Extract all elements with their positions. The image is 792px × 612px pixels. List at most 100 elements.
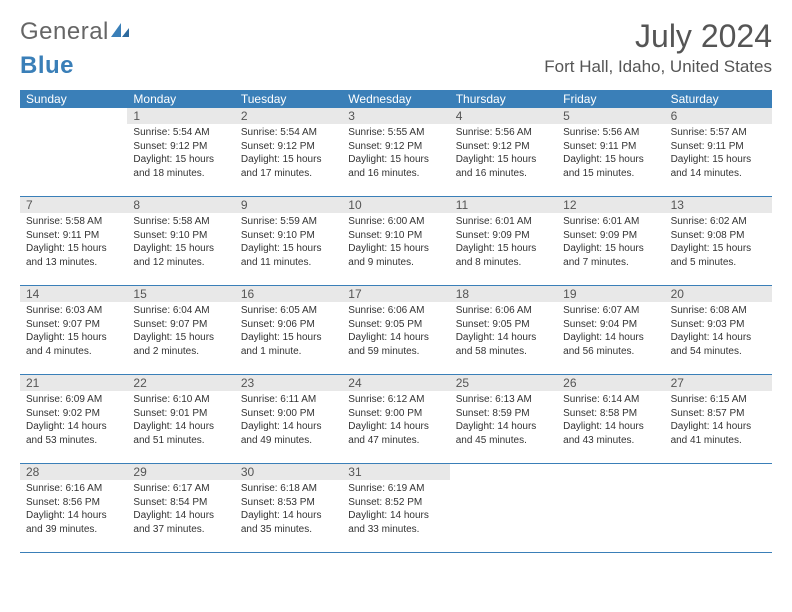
- day-info: Sunrise: 6:16 AMSunset: 8:56 PMDaylight:…: [20, 480, 127, 538]
- day-info: Sunrise: 6:09 AMSunset: 9:02 PMDaylight:…: [20, 391, 127, 449]
- day-info: Sunrise: 6:01 AMSunset: 9:09 PMDaylight:…: [557, 213, 664, 271]
- day-header-cell: Thursday: [450, 90, 557, 108]
- day-info: Sunrise: 5:54 AMSunset: 9:12 PMDaylight:…: [127, 124, 234, 182]
- week-row: 1Sunrise: 5:54 AMSunset: 9:12 PMDaylight…: [20, 108, 772, 197]
- day-info: Sunrise: 6:12 AMSunset: 9:00 PMDaylight:…: [342, 391, 449, 449]
- location-subtitle: Fort Hall, Idaho, United States: [544, 57, 772, 77]
- day-cell: 1Sunrise: 5:54 AMSunset: 9:12 PMDaylight…: [127, 108, 234, 196]
- week-row: 28Sunrise: 6:16 AMSunset: 8:56 PMDayligh…: [20, 464, 772, 553]
- day-number: 8: [127, 197, 234, 213]
- day-number: 20: [665, 286, 772, 302]
- day-cell: 11Sunrise: 6:01 AMSunset: 9:09 PMDayligh…: [450, 197, 557, 285]
- day-cell: 9Sunrise: 5:59 AMSunset: 9:10 PMDaylight…: [235, 197, 342, 285]
- day-header-cell: Sunday: [20, 90, 127, 108]
- day-info: Sunrise: 6:19 AMSunset: 8:52 PMDaylight:…: [342, 480, 449, 538]
- week-row: 7Sunrise: 5:58 AMSunset: 9:11 PMDaylight…: [20, 197, 772, 286]
- logo-sail-icon: [111, 18, 131, 46]
- day-cell: 25Sunrise: 6:13 AMSunset: 8:59 PMDayligh…: [450, 375, 557, 463]
- day-info: Sunrise: 6:04 AMSunset: 9:07 PMDaylight:…: [127, 302, 234, 360]
- day-cell: 22Sunrise: 6:10 AMSunset: 9:01 PMDayligh…: [127, 375, 234, 463]
- day-cell: 7Sunrise: 5:58 AMSunset: 9:11 PMDaylight…: [20, 197, 127, 285]
- day-number: 12: [557, 197, 664, 213]
- logo-general: General: [20, 18, 109, 45]
- day-number: 22: [127, 375, 234, 391]
- logo-text: General Blue: [20, 18, 131, 80]
- day-number: 27: [665, 375, 772, 391]
- day-number: 10: [342, 197, 449, 213]
- day-header-cell: Monday: [127, 90, 234, 108]
- day-cell: [20, 108, 127, 196]
- day-cell: 29Sunrise: 6:17 AMSunset: 8:54 PMDayligh…: [127, 464, 234, 552]
- day-number: 31: [342, 464, 449, 480]
- day-info: Sunrise: 6:01 AMSunset: 9:09 PMDaylight:…: [450, 213, 557, 271]
- day-number: 14: [20, 286, 127, 302]
- day-header-cell: Friday: [557, 90, 664, 108]
- day-number: 15: [127, 286, 234, 302]
- day-cell: 31Sunrise: 6:19 AMSunset: 8:52 PMDayligh…: [342, 464, 449, 552]
- day-cell: 27Sunrise: 6:15 AMSunset: 8:57 PMDayligh…: [665, 375, 772, 463]
- logo: General Blue: [20, 18, 131, 80]
- day-number: 28: [20, 464, 127, 480]
- day-info: Sunrise: 6:10 AMSunset: 9:01 PMDaylight:…: [127, 391, 234, 449]
- day-number: 18: [450, 286, 557, 302]
- day-info: Sunrise: 5:59 AMSunset: 9:10 PMDaylight:…: [235, 213, 342, 271]
- day-info: Sunrise: 5:56 AMSunset: 9:11 PMDaylight:…: [557, 124, 664, 182]
- day-cell: 21Sunrise: 6:09 AMSunset: 9:02 PMDayligh…: [20, 375, 127, 463]
- day-header-cell: Tuesday: [235, 90, 342, 108]
- day-info: Sunrise: 6:14 AMSunset: 8:58 PMDaylight:…: [557, 391, 664, 449]
- day-cell: 8Sunrise: 5:58 AMSunset: 9:10 PMDaylight…: [127, 197, 234, 285]
- logo-blue: Blue: [20, 52, 74, 79]
- day-info: Sunrise: 6:06 AMSunset: 9:05 PMDaylight:…: [450, 302, 557, 360]
- day-info: Sunrise: 6:00 AMSunset: 9:10 PMDaylight:…: [342, 213, 449, 271]
- day-number: 23: [235, 375, 342, 391]
- day-info: Sunrise: 5:56 AMSunset: 9:12 PMDaylight:…: [450, 124, 557, 182]
- title-block: July 2024 Fort Hall, Idaho, United State…: [544, 18, 772, 77]
- day-number: 9: [235, 197, 342, 213]
- day-cell: 20Sunrise: 6:08 AMSunset: 9:03 PMDayligh…: [665, 286, 772, 374]
- day-header-cell: Wednesday: [342, 90, 449, 108]
- day-info: Sunrise: 6:15 AMSunset: 8:57 PMDaylight:…: [665, 391, 772, 449]
- page-title: July 2024: [544, 18, 772, 55]
- day-cell: 28Sunrise: 6:16 AMSunset: 8:56 PMDayligh…: [20, 464, 127, 552]
- day-info: Sunrise: 5:55 AMSunset: 9:12 PMDaylight:…: [342, 124, 449, 182]
- day-info: Sunrise: 5:54 AMSunset: 9:12 PMDaylight:…: [235, 124, 342, 182]
- day-number: 24: [342, 375, 449, 391]
- day-number: 29: [127, 464, 234, 480]
- day-cell: 17Sunrise: 6:06 AMSunset: 9:05 PMDayligh…: [342, 286, 449, 374]
- day-number: 3: [342, 108, 449, 124]
- day-number: 4: [450, 108, 557, 124]
- day-number: 1: [127, 108, 234, 124]
- day-cell: 14Sunrise: 6:03 AMSunset: 9:07 PMDayligh…: [20, 286, 127, 374]
- calendar: SundayMondayTuesdayWednesdayThursdayFrid…: [20, 90, 772, 553]
- day-header-cell: Saturday: [665, 90, 772, 108]
- day-number: 25: [450, 375, 557, 391]
- weeks-container: 1Sunrise: 5:54 AMSunset: 9:12 PMDaylight…: [20, 108, 772, 553]
- day-info: Sunrise: 6:06 AMSunset: 9:05 PMDaylight:…: [342, 302, 449, 360]
- day-number: 7: [20, 197, 127, 213]
- week-row: 21Sunrise: 6:09 AMSunset: 9:02 PMDayligh…: [20, 375, 772, 464]
- day-info: Sunrise: 6:02 AMSunset: 9:08 PMDaylight:…: [665, 213, 772, 271]
- day-info: Sunrise: 6:08 AMSunset: 9:03 PMDaylight:…: [665, 302, 772, 360]
- day-cell: 26Sunrise: 6:14 AMSunset: 8:58 PMDayligh…: [557, 375, 664, 463]
- day-cell: [450, 464, 557, 552]
- day-cell: 16Sunrise: 6:05 AMSunset: 9:06 PMDayligh…: [235, 286, 342, 374]
- day-number: 21: [20, 375, 127, 391]
- day-cell: 23Sunrise: 6:11 AMSunset: 9:00 PMDayligh…: [235, 375, 342, 463]
- day-cell: 5Sunrise: 5:56 AMSunset: 9:11 PMDaylight…: [557, 108, 664, 196]
- day-info: Sunrise: 6:07 AMSunset: 9:04 PMDaylight:…: [557, 302, 664, 360]
- day-cell: 24Sunrise: 6:12 AMSunset: 9:00 PMDayligh…: [342, 375, 449, 463]
- day-number: 5: [557, 108, 664, 124]
- header: General Blue July 2024 Fort Hall, Idaho, …: [0, 0, 792, 80]
- day-number: 13: [665, 197, 772, 213]
- day-cell: 30Sunrise: 6:18 AMSunset: 8:53 PMDayligh…: [235, 464, 342, 552]
- day-info: Sunrise: 6:17 AMSunset: 8:54 PMDaylight:…: [127, 480, 234, 538]
- day-cell: 6Sunrise: 5:57 AMSunset: 9:11 PMDaylight…: [665, 108, 772, 196]
- week-row: 14Sunrise: 6:03 AMSunset: 9:07 PMDayligh…: [20, 286, 772, 375]
- day-cell: 12Sunrise: 6:01 AMSunset: 9:09 PMDayligh…: [557, 197, 664, 285]
- day-number: 16: [235, 286, 342, 302]
- day-number: 17: [342, 286, 449, 302]
- day-info: Sunrise: 6:13 AMSunset: 8:59 PMDaylight:…: [450, 391, 557, 449]
- day-header-row: SundayMondayTuesdayWednesdayThursdayFrid…: [20, 90, 772, 108]
- day-cell: 15Sunrise: 6:04 AMSunset: 9:07 PMDayligh…: [127, 286, 234, 374]
- day-info: Sunrise: 6:03 AMSunset: 9:07 PMDaylight:…: [20, 302, 127, 360]
